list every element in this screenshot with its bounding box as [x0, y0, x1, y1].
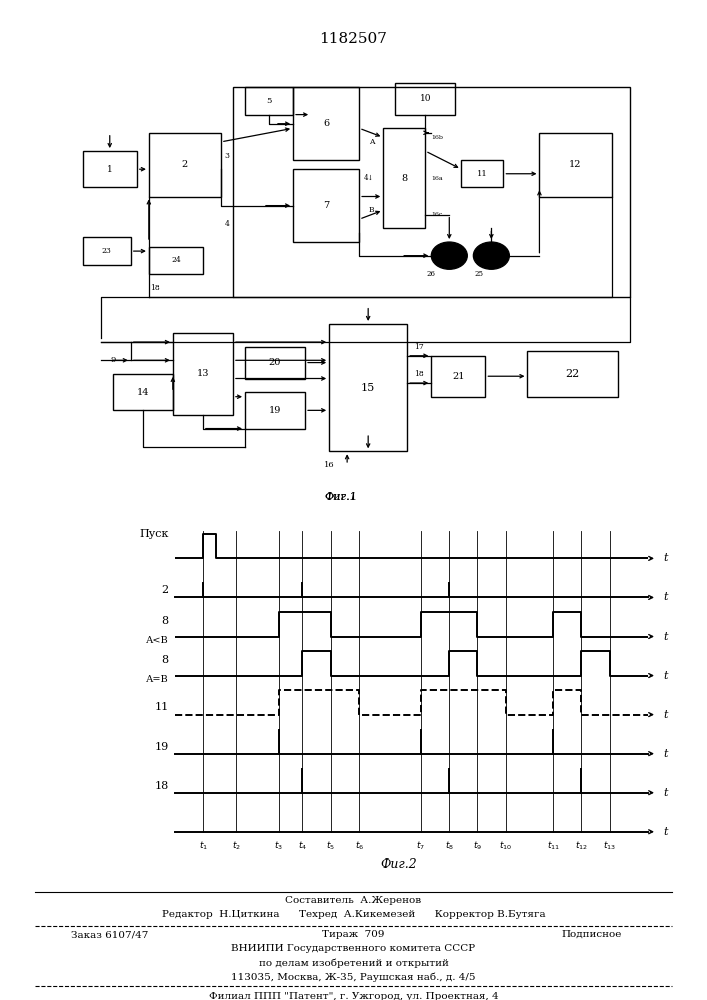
Bar: [245, 347, 305, 378]
Text: Редактор  Н.Циткина      Техред  А.Кикемезей      Корректор В.Бутяга: Редактор Н.Циткина Техред А.Кикемезей Ко…: [162, 910, 545, 919]
Text: Заказ 6107/47: Заказ 6107/47: [71, 930, 148, 939]
Text: 2: 2: [161, 585, 168, 595]
Text: Составитель  А.Жеренов: Составитель А.Жеренов: [286, 896, 421, 905]
Text: $t_5$: $t_5$: [327, 840, 335, 852]
Text: ВНИИПИ Государственного комитета СССР: ВНИИПИ Государственного комитета СССР: [231, 944, 476, 953]
Text: А<В: А<В: [146, 636, 168, 645]
Text: Фиг.1: Фиг.1: [325, 492, 358, 502]
Text: 18: 18: [414, 370, 424, 378]
Bar: [527, 351, 618, 397]
Text: 23: 23: [102, 247, 112, 255]
Circle shape: [474, 242, 509, 269]
Bar: [173, 333, 233, 415]
Text: 19: 19: [154, 742, 168, 752]
Text: $t_3$: $t_3$: [274, 840, 284, 852]
Text: 8: 8: [161, 655, 168, 665]
Text: 3: 3: [224, 152, 230, 160]
Text: 16b: 16b: [431, 135, 443, 140]
Text: 11: 11: [154, 702, 168, 712]
Bar: [113, 374, 173, 410]
Text: 16c: 16c: [431, 212, 443, 217]
Text: $t_2$: $t_2$: [232, 840, 240, 852]
Bar: [431, 356, 485, 397]
Text: $t_{12}$: $t_{12}$: [575, 840, 588, 852]
Text: t: t: [663, 592, 667, 602]
Text: $t_8$: $t_8$: [445, 840, 453, 852]
Bar: [83, 237, 131, 265]
Bar: [461, 160, 503, 187]
Text: 10: 10: [419, 94, 431, 103]
Text: 12: 12: [569, 160, 582, 169]
Text: $t_{13}$: $t_{13}$: [603, 840, 617, 852]
Text: $t_{11}$: $t_{11}$: [547, 840, 559, 852]
Text: 4↓: 4↓: [364, 174, 374, 182]
Bar: [383, 128, 426, 228]
Text: Фиг.2: Фиг.2: [380, 858, 417, 871]
Text: по делам изобретений и открытий: по делам изобретений и открытий: [259, 958, 448, 968]
Bar: [148, 247, 203, 274]
Bar: [293, 169, 359, 242]
Text: Тираж  709: Тираж 709: [322, 930, 385, 939]
Text: Фиг.1: Фиг.1: [325, 492, 358, 502]
Text: 13: 13: [197, 369, 209, 378]
Bar: [83, 151, 137, 187]
Text: Подписное: Подписное: [562, 930, 622, 939]
Text: 5: 5: [267, 97, 271, 105]
Text: 4: 4: [225, 220, 229, 228]
Text: 1: 1: [107, 165, 112, 174]
Text: 16: 16: [324, 461, 334, 469]
Text: Филиал ППП "Патент", г. Ужгород, ул. Проектная, 4: Филиал ППП "Патент", г. Ужгород, ул. Про…: [209, 992, 498, 1000]
Text: $t_7$: $t_7$: [416, 840, 425, 852]
Text: 7: 7: [323, 201, 329, 210]
Bar: [293, 87, 359, 160]
Text: 6: 6: [323, 119, 329, 128]
Text: 24: 24: [171, 256, 181, 264]
Text: 22: 22: [566, 369, 580, 379]
Text: 11: 11: [477, 170, 488, 178]
Text: 14: 14: [136, 388, 149, 397]
Text: A: A: [368, 138, 374, 146]
Text: 113035, Москва, Ж-35, Раушская наб., д. 4/5: 113035, Москва, Ж-35, Раушская наб., д. …: [231, 972, 476, 982]
Bar: [148, 133, 221, 196]
Text: 19: 19: [269, 406, 281, 415]
Text: 2: 2: [182, 160, 188, 169]
Text: А=В: А=В: [146, 675, 168, 684]
Text: $t_1$: $t_1$: [199, 840, 208, 852]
Bar: [329, 324, 407, 451]
Text: 8: 8: [401, 174, 407, 183]
Text: 1182507: 1182507: [320, 32, 387, 46]
Text: 21: 21: [452, 372, 464, 381]
Text: 25: 25: [475, 270, 484, 278]
Text: t: t: [663, 632, 667, 642]
Text: B: B: [368, 206, 374, 214]
Text: t: t: [663, 553, 667, 563]
Text: $t_4$: $t_4$: [298, 840, 307, 852]
Text: 26: 26: [427, 270, 436, 278]
Text: 18: 18: [154, 781, 168, 791]
Bar: [245, 392, 305, 429]
Bar: [539, 133, 612, 196]
Text: t: t: [663, 749, 667, 759]
Text: 9: 9: [110, 356, 115, 364]
Text: $t_9$: $t_9$: [473, 840, 482, 852]
Text: 18: 18: [150, 284, 160, 292]
Circle shape: [431, 242, 467, 269]
Bar: [395, 83, 455, 115]
Text: t: t: [663, 827, 667, 837]
Text: 16a: 16a: [431, 176, 443, 181]
Text: t: t: [663, 788, 667, 798]
Text: t: t: [663, 710, 667, 720]
Text: 17: 17: [414, 343, 424, 351]
Bar: [245, 87, 293, 115]
Text: $t_{10}$: $t_{10}$: [499, 840, 513, 852]
Bar: [233, 87, 629, 297]
Text: 15: 15: [361, 383, 375, 393]
Text: Пуск: Пуск: [139, 529, 168, 539]
Text: t: t: [663, 671, 667, 681]
Text: $t_6$: $t_6$: [354, 840, 364, 852]
Text: 8: 8: [161, 616, 168, 626]
Text: 20: 20: [269, 358, 281, 367]
